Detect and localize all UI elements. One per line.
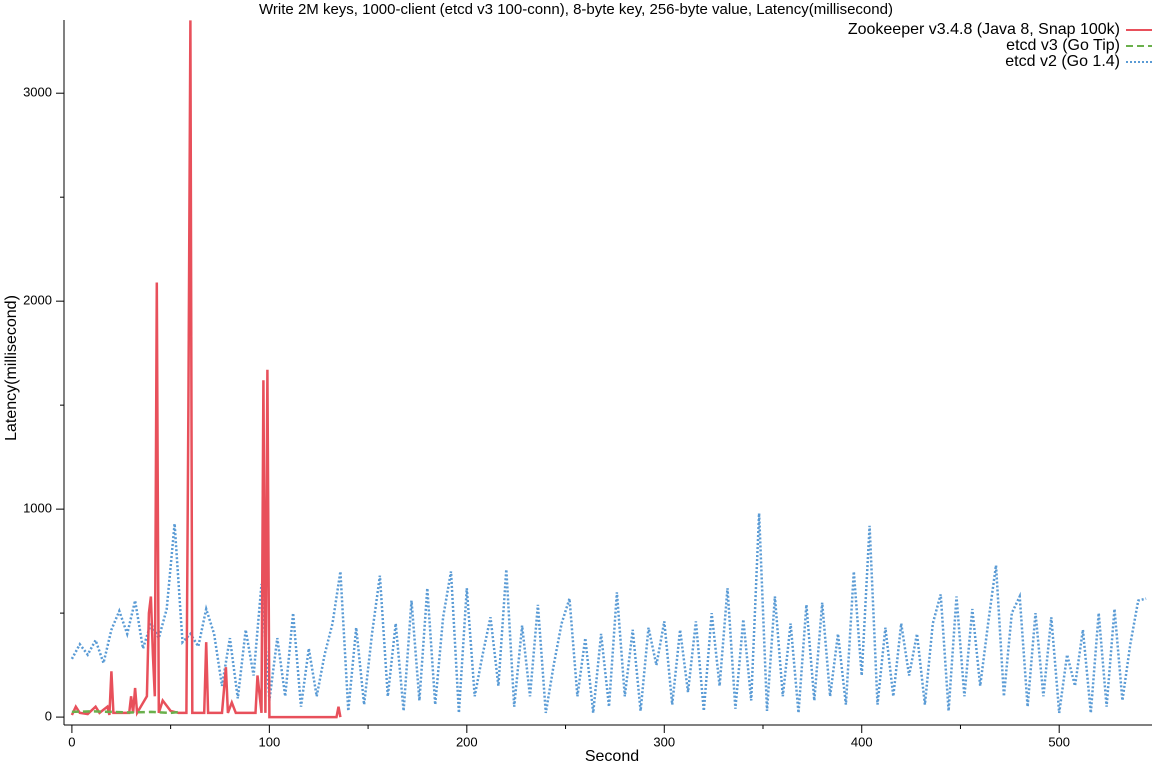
y-tick-label: 1000 — [23, 501, 52, 516]
x-tick-label: 200 — [456, 734, 478, 749]
legend-label: etcd v3 (Go Tip) — [1006, 37, 1120, 54]
y-tick-label: 3000 — [23, 85, 52, 100]
legend-label: Zookeeper v3.4.8 (Java 8, Snap 100k) — [848, 21, 1120, 38]
x-tick-label: 100 — [259, 734, 281, 749]
y-axis-label: Latency(millisecond) — [3, 295, 20, 441]
chart-title: Write 2M keys, 1000-client (etcd v3 100-… — [259, 1, 893, 18]
x-tick-label: 500 — [1048, 734, 1070, 749]
series-line — [71, 710, 181, 715]
x-tick-label: 400 — [851, 734, 873, 749]
x-tick-label: 300 — [653, 734, 675, 749]
series-line — [70, 513, 1147, 714]
y-tick-label: 0 — [45, 709, 52, 724]
y-tick-label: 2000 — [23, 293, 52, 308]
x-tick-label: 0 — [68, 734, 75, 749]
x-axis-label: Second — [585, 748, 639, 765]
legend-label: etcd v2 (Go 1.4) — [1005, 53, 1120, 70]
